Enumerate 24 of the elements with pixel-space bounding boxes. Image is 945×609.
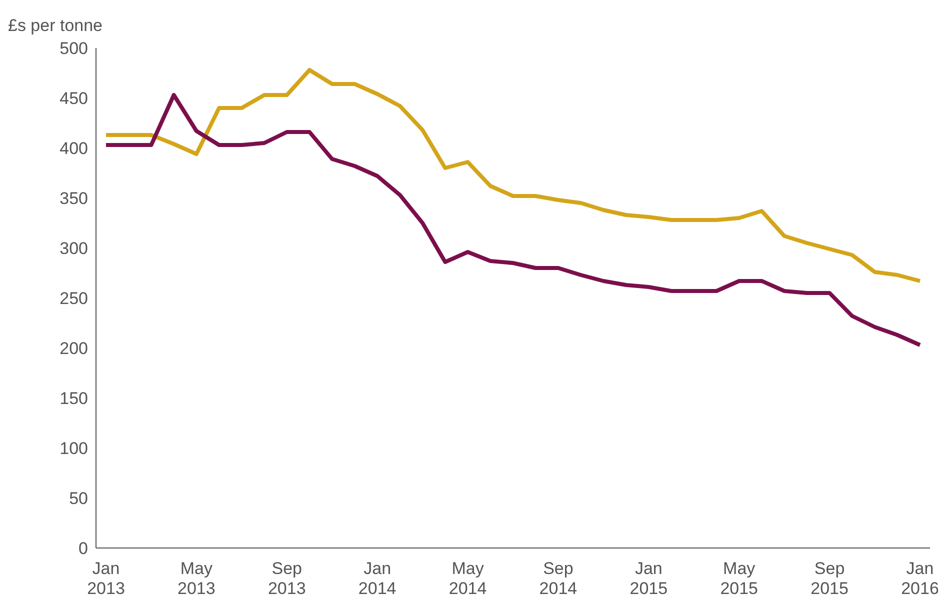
x-tick-label: Sep 2013 xyxy=(268,559,306,598)
y-tick-label: 150 xyxy=(60,389,88,408)
y-axis-title: £s per tonne xyxy=(8,16,103,36)
x-tick-label: Jan 2013 xyxy=(87,559,125,598)
y-tick-label: 350 xyxy=(60,189,88,208)
x-tick-label: May 2013 xyxy=(178,559,216,598)
x-tick-label: Sep 2014 xyxy=(539,559,578,598)
x-tick-label: Sep 2015 xyxy=(810,559,848,598)
line-series xyxy=(104,68,922,283)
line-series xyxy=(104,93,922,347)
y-tick-label: 50 xyxy=(69,489,88,508)
y-tick-label: 300 xyxy=(60,239,88,258)
x-tick-label: May 2015 xyxy=(720,559,758,598)
y-tick-label: 500 xyxy=(60,39,88,58)
y-tick-label: 0 xyxy=(78,539,88,558)
x-tick-label: Jan 2014 xyxy=(358,559,396,598)
x-tick-label: Jan 2015 xyxy=(630,559,668,598)
x-tick-label: May 2014 xyxy=(448,559,487,598)
y-tick-label: 250 xyxy=(60,289,88,308)
x-tick-label: Jan 2016 xyxy=(901,559,939,598)
y-tick-label: 100 xyxy=(60,439,88,458)
y-tick-label: 450 xyxy=(60,89,88,108)
y-tick-label: 400 xyxy=(60,139,88,158)
y-tick-label: 200 xyxy=(60,339,88,358)
